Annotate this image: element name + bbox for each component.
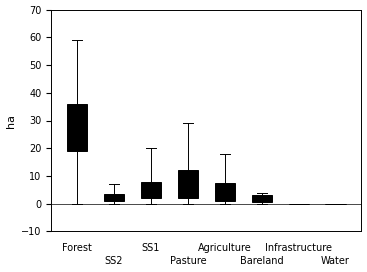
PathPatch shape: [67, 104, 87, 151]
PathPatch shape: [251, 195, 272, 202]
PathPatch shape: [178, 171, 198, 198]
Text: SS2: SS2: [105, 256, 123, 267]
Y-axis label: ha: ha: [6, 113, 15, 128]
Text: Infrastructure: Infrastructure: [265, 243, 332, 253]
PathPatch shape: [215, 183, 235, 201]
Text: Pasture: Pasture: [170, 256, 206, 267]
PathPatch shape: [104, 194, 124, 201]
Text: Forest: Forest: [62, 243, 92, 253]
PathPatch shape: [141, 181, 161, 198]
Text: SS1: SS1: [142, 243, 160, 253]
Text: Water: Water: [321, 256, 350, 267]
Text: Agriculture: Agriculture: [198, 243, 252, 253]
Text: Bareland: Bareland: [240, 256, 284, 267]
